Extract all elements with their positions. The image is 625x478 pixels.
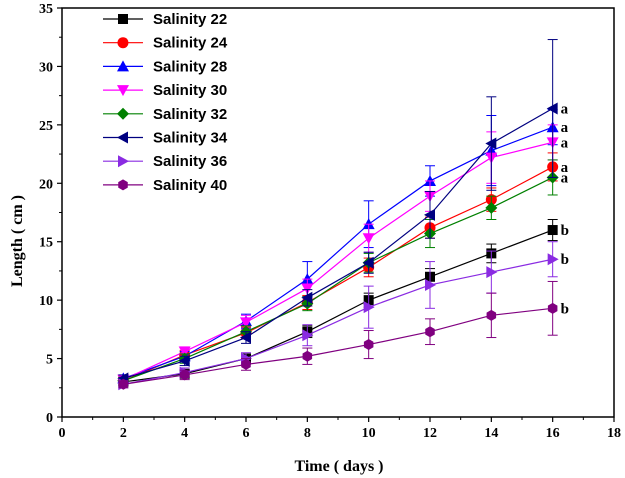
x-tick-label: 0 [59, 426, 66, 441]
x-tick-label: 8 [304, 426, 311, 441]
y-tick-label: 15 [39, 236, 53, 251]
data-point [547, 302, 558, 314]
legend: Salinity 22 Salinity 24 Salinity 28 Salinit… [103, 11, 228, 194]
significance-letter: a [561, 135, 569, 151]
data-point [240, 317, 252, 329]
data-point [485, 137, 497, 150]
legend-label: Salinity 22 [153, 11, 227, 28]
y-tick-label: 25 [39, 119, 53, 134]
legend-item: Salinity 40 [103, 177, 227, 194]
y-tick-label: 10 [39, 294, 53, 309]
data-point [486, 309, 497, 321]
y-axis-title: Length ( cm ) [9, 195, 26, 287]
legend-label: Salinity 24 [153, 35, 228, 52]
x-tick-label: 12 [423, 426, 437, 441]
data-point [118, 378, 129, 390]
series-line [123, 141, 553, 381]
significance-letter: a [561, 170, 569, 186]
series-line [123, 166, 553, 382]
x-tick-label: 2 [120, 426, 127, 441]
legend-marker [118, 179, 128, 191]
data-point [178, 354, 190, 367]
data-point [363, 301, 375, 314]
legend-label: Salinity 28 [153, 58, 227, 75]
data-point [546, 102, 558, 115]
significance-letter: a [561, 160, 569, 176]
legend-item: Salinity 30 [103, 82, 227, 99]
data-point [240, 331, 251, 344]
series-layer [117, 39, 559, 391]
legend-item: Salinity 24 [103, 35, 228, 52]
data-point [302, 350, 313, 362]
x-axis-title: Time ( days ) [294, 458, 383, 475]
legend-label: Salinity 30 [153, 82, 227, 99]
data-point [301, 283, 314, 295]
data-point [241, 358, 251, 370]
y-axis: 0 5 10 15 20 25 30 35 [39, 2, 62, 426]
legend-marker [117, 37, 129, 49]
y-tick-label: 5 [46, 353, 53, 368]
y-tick-label: 20 [39, 177, 53, 192]
legend-item: Salinity 32 [103, 106, 227, 123]
data-point [301, 291, 313, 304]
series-line [123, 258, 553, 385]
data-point [362, 233, 375, 245]
data-point [425, 278, 436, 291]
x-axis: 0 2 4 6 8 10 12 14 16 18 [59, 417, 621, 441]
data-point [178, 346, 191, 358]
data-point [363, 339, 374, 351]
series-line [123, 307, 553, 385]
significance-letter: a [561, 101, 569, 117]
significance-letter: b [561, 223, 569, 239]
significance-letter: a [561, 120, 569, 136]
legend-item: Salinity 34 [103, 130, 228, 147]
data-point [547, 225, 558, 236]
data-point [179, 369, 190, 381]
legend-marker [117, 107, 129, 120]
legend-label: Salinity 34 [153, 130, 228, 147]
series-line [123, 229, 553, 383]
legend-label: Salinity 32 [153, 106, 227, 123]
data-point [424, 208, 435, 221]
x-tick-label: 4 [181, 426, 188, 441]
series-line [123, 107, 553, 380]
legend-marker [117, 85, 129, 97]
x-tick-label: 10 [362, 426, 376, 441]
x-tick-label: 6 [243, 426, 250, 441]
significance-letter: b [561, 252, 569, 268]
x-tick-label: 14 [484, 426, 498, 441]
data-point [425, 326, 435, 338]
significance-letter: b [561, 301, 569, 317]
x-tick-label: 16 [546, 426, 560, 441]
data-point [302, 329, 314, 342]
legend-item: Salinity 28 [103, 58, 227, 75]
y-tick-label: 0 [46, 411, 53, 426]
series [118, 280, 558, 390]
data-point [486, 266, 498, 279]
series [117, 39, 558, 385]
legend-item: Salinity 36 [103, 153, 227, 170]
legend-marker [118, 14, 128, 24]
legend-marker [118, 155, 129, 168]
legend-marker [117, 60, 129, 72]
data-point [485, 201, 498, 214]
legend-label: Salinity 40 [153, 177, 227, 194]
legend-marker [117, 131, 128, 144]
plot-frame [61, 7, 615, 418]
series [117, 109, 559, 384]
series-line [123, 176, 553, 382]
data-point [362, 256, 374, 269]
plot-area [61, 7, 615, 418]
legend-item: Salinity 22 [103, 11, 227, 28]
y-tick-label: 35 [39, 2, 53, 17]
data-point [547, 253, 559, 266]
y-tick-label: 30 [39, 60, 53, 75]
x-tick-label: 18 [607, 426, 621, 441]
legend-label: Salinity 36 [153, 153, 227, 170]
